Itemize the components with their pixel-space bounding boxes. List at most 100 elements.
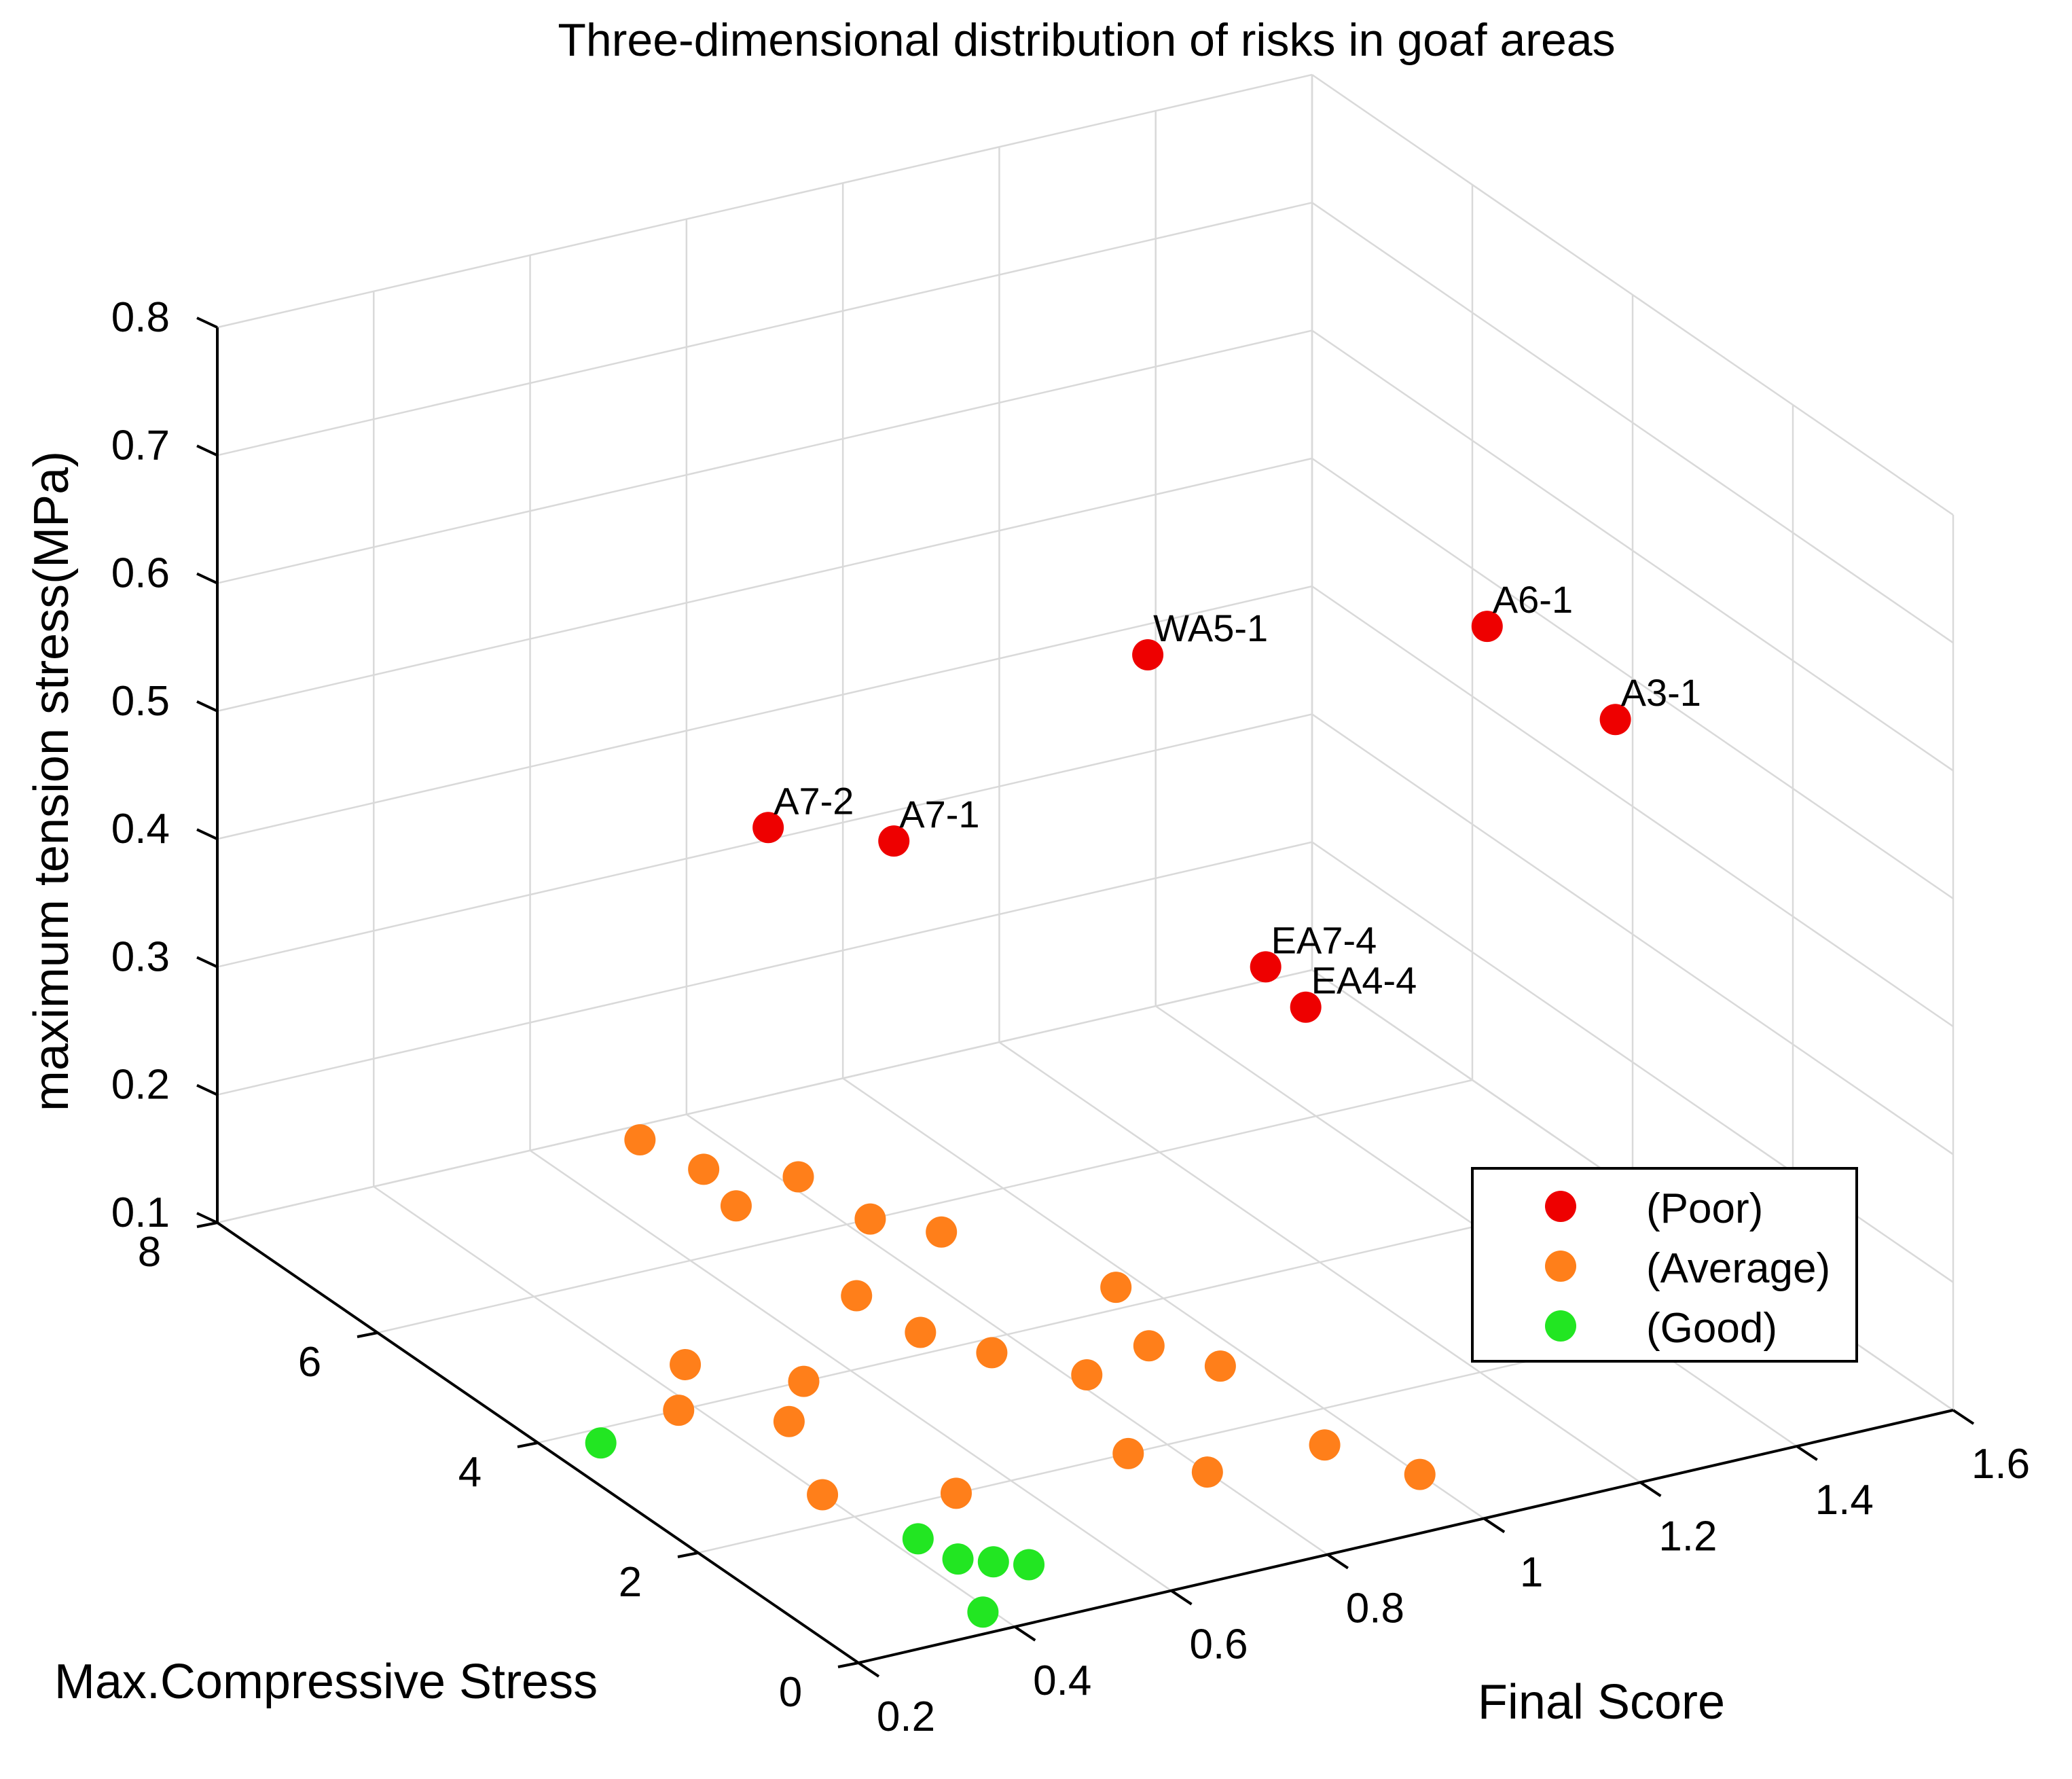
z-tick-label: 0.8 [111, 294, 170, 341]
z-tick-mark [196, 700, 218, 713]
data-point-label: WA5-1 [1153, 607, 1268, 649]
data-point-good [942, 1543, 974, 1575]
z-tick-mark [196, 828, 218, 840]
data-point-average [1309, 1429, 1341, 1461]
x-axis-title: Final Score [1478, 1675, 1725, 1729]
z-tick-mark [196, 1083, 218, 1096]
y-tick-label: 8 [138, 1229, 161, 1276]
data-point-average [905, 1316, 937, 1348]
data-point-average [624, 1124, 656, 1156]
data-point-good [585, 1427, 617, 1459]
x-tick-mark [1796, 1445, 1818, 1461]
back-wall-grid-line [217, 73, 1313, 329]
z-tick-label: 0.5 [111, 678, 170, 725]
legend: (Poor) (Average) (Good) [1471, 1167, 1858, 1363]
data-point-average [940, 1477, 972, 1509]
data-point-average [926, 1216, 958, 1248]
legend-label-poor: (Poor) [1646, 1185, 1763, 1232]
z-tick-label: 0.4 [111, 806, 170, 852]
z-tick-label: 0.2 [111, 1062, 170, 1109]
z-tick-label: 0.1 [111, 1189, 170, 1236]
back-wall-grid-line [217, 585, 1313, 840]
legend-marker-poor [1545, 1191, 1576, 1222]
data-point-average [1112, 1437, 1144, 1469]
x-tick-label: 1.4 [1815, 1477, 1874, 1524]
data-point-average [807, 1479, 839, 1511]
x-tick-label: 1.2 [1658, 1513, 1717, 1560]
axis-layer [196, 317, 1975, 1678]
grid-layer [216, 73, 1955, 1664]
data-point-average [1204, 1350, 1236, 1382]
y-tick-label: 0 [779, 1669, 802, 1716]
data-point-average [1404, 1458, 1436, 1490]
back-wall-grid-line [217, 457, 1313, 713]
data-point-average [773, 1405, 805, 1437]
data-point-average [782, 1161, 814, 1193]
side-wall-grid-line [1311, 73, 1954, 516]
x-tick-mark [1014, 1625, 1036, 1642]
back-wall-grid-line [217, 841, 1313, 1096]
data-point-poor [1471, 611, 1503, 643]
data-point-label: A6-1 [1493, 578, 1573, 621]
x-tick-mark [857, 1661, 880, 1678]
z-tick-mark [196, 1212, 218, 1224]
z-tick-label: 0.6 [111, 550, 170, 597]
floor-grid-line [537, 1189, 1633, 1444]
back-wall-grid-line [217, 202, 1313, 456]
legend-label-good: (Good) [1646, 1305, 1777, 1352]
y-tick-mark [677, 1551, 699, 1558]
data-point-good [977, 1546, 1009, 1578]
data-point-average [788, 1365, 820, 1397]
data-point-average [1071, 1359, 1103, 1391]
z-tick-label: 0.3 [111, 933, 170, 980]
data-point-layer [585, 611, 1631, 1628]
back-wall-grid-line [217, 329, 1313, 584]
data-point-label: EA7-4 [1271, 918, 1377, 961]
chart-title: Three-dimensional distribution of risks … [558, 14, 1615, 66]
data-point-label: EA4-4 [1311, 959, 1417, 1002]
floor-grid-line [377, 1079, 1473, 1334]
data-point-average [854, 1203, 886, 1235]
side-wall-grid-line [1311, 202, 1954, 644]
data-point-average [1133, 1330, 1165, 1362]
legend-box [1471, 1167, 1858, 1363]
x-tick-label: 1.6 [1971, 1441, 2030, 1488]
y-tick-mark [196, 1221, 218, 1228]
data-point-average [1100, 1272, 1132, 1304]
legend-label-average: (Average) [1646, 1245, 1830, 1292]
data-point-label: A3-1 [1621, 671, 1701, 714]
x-tick-mark [1170, 1589, 1193, 1606]
legend-marker-good [1545, 1310, 1576, 1342]
x-tick-label: 0.2 [877, 1693, 935, 1740]
z-tick-label: 0.7 [111, 422, 170, 469]
y-tick-mark [357, 1331, 378, 1338]
side-wall-grid-line [1311, 586, 1954, 1028]
z-tick-mark [196, 317, 218, 329]
data-point-label: A7-2 [774, 779, 854, 822]
y-axis-title: Max.Compressive Stress [54, 1655, 598, 1709]
z-tick-mark [196, 956, 218, 969]
x-tick-label: 0.4 [1033, 1657, 1091, 1704]
data-point-average [720, 1190, 752, 1222]
x-tick-label: 0.8 [1346, 1585, 1404, 1632]
z-axis-title: maximum tension stress(MPa) [24, 451, 79, 1111]
y-tick-mark [837, 1661, 859, 1668]
data-point-poor [1290, 991, 1322, 1023]
y-tick-mark [517, 1441, 539, 1448]
tick-label-layer: 0.2 0.4 0.6 0.8 1 1.2 1.4 1.6 0 2 4 6 80.1 0.2 0.3 0.4 0… [111, 294, 2030, 1740]
data-point-label: A7-1 [899, 793, 979, 835]
data-point-average [1191, 1456, 1223, 1488]
data-point-poor [1599, 704, 1631, 736]
x-tick-label: 0.6 [1189, 1621, 1248, 1668]
data-point-good [967, 1596, 999, 1628]
side-wall-grid-line [1311, 713, 1954, 1155]
z-tick-mark [196, 572, 218, 585]
back-wall-grid-line [217, 969, 1313, 1224]
data-point-good [902, 1523, 934, 1555]
data-point-average [670, 1348, 702, 1380]
data-point-good [1013, 1549, 1045, 1581]
y-tick-label: 2 [619, 1559, 642, 1606]
